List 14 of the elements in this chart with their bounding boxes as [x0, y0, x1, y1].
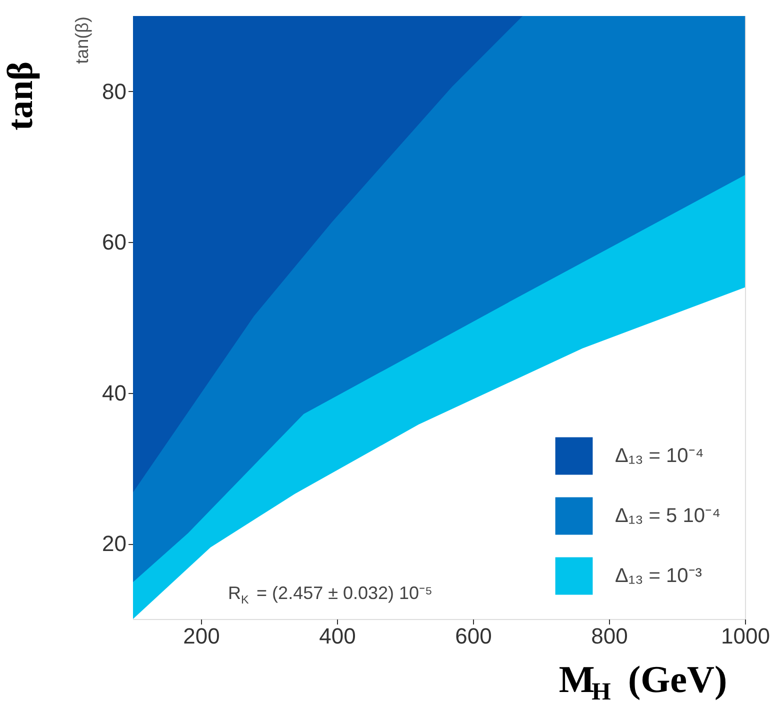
x-tick-label: 1000 [721, 624, 770, 648]
legend-label: Δ₁₃ = 5 10⁻⁴ [615, 505, 721, 527]
y-tick-label: 60 [102, 230, 126, 255]
x-tick-label: 800 [591, 624, 628, 648]
y-tick-label: 80 [102, 78, 126, 104]
y-tick-label: 40 [102, 380, 126, 406]
y-tick-label: 20 [102, 531, 126, 556]
legend-label: Δ₁₃ = 10⁻⁴ [615, 445, 704, 467]
x-tick-label: 200 [183, 624, 220, 648]
x-tick-label: 400 [319, 624, 356, 648]
y-axis-title: tan(β) [72, 16, 92, 64]
x-tick-label: 600 [455, 624, 492, 648]
legend-label: Δ₁₃ = 10⁻³ [615, 565, 702, 587]
text: tanβ [0, 62, 40, 130]
